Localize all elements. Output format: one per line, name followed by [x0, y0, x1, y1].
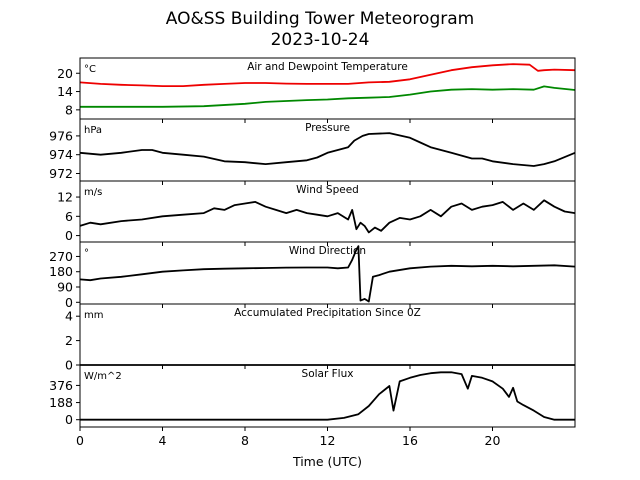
x-tick-label: 4 [159, 433, 167, 448]
panel-1-ytick-label: 14 [57, 84, 73, 99]
panel-2-unit: hPa [84, 125, 102, 136]
panel-2-ytick-label: 974 [49, 147, 73, 162]
panel-6-ytick-label: 0 [65, 412, 73, 427]
panel-4-ytick-label: 270 [49, 249, 73, 264]
panel-4-unit: ° [84, 248, 89, 259]
x-tick-label: 0 [76, 433, 84, 448]
panel-1-series-2-line [80, 85, 576, 108]
panel-4-ytick-label: 0 [65, 295, 73, 310]
panel-4-ytick-label: 180 [49, 264, 73, 279]
panel-6-title: Solar Flux [302, 368, 354, 380]
panel-4-title: Wind Direction [289, 245, 366, 257]
panel-3-series-1-line [79, 199, 576, 234]
panel-4-ytick-label: 90 [57, 280, 73, 295]
figure-title-line2: 2023-10-24 [271, 30, 370, 50]
panel-5-ytick-label: 4 [65, 309, 73, 324]
x-tick-label: 16 [402, 433, 418, 448]
panel-3-ytick-label: 12 [57, 190, 73, 205]
panel-6-ytick-label: 188 [49, 395, 73, 410]
panel-1-ytick-label: 20 [57, 66, 73, 81]
panel-2-ytick-label: 972 [49, 166, 73, 181]
x-tick-label: 8 [241, 433, 249, 448]
panel-6-unit: W/m^2 [84, 371, 122, 382]
panel-6: 0 188 376 W/m^2 Solar Flux [49, 364, 576, 431]
panel-3-unit: m/s [84, 187, 102, 198]
panel-3-ytick-label: 6 [65, 209, 73, 224]
panel-3-ytick-label: 0 [65, 228, 73, 243]
panel-6-ytick-label: 376 [49, 378, 73, 393]
panel-2: 972 974 976 hPa Pressure [49, 118, 576, 185]
panel-1-unit: °C [84, 64, 96, 75]
panel-1: 8 14 20 °C Air and Dewpoint Temperature [57, 57, 576, 123]
panel-5-title: Accumulated Precipitation Since 0Z [234, 307, 421, 319]
panel-2-ytick-label: 976 [49, 128, 73, 143]
panel-1-title: Air and Dewpoint Temperature [247, 61, 408, 73]
panel-3-title: Wind Speed [296, 184, 359, 196]
panel-2-series-1-line [79, 132, 576, 167]
panel-5-ytick-label: 0 [65, 358, 73, 373]
panel-5-unit: mm [84, 310, 103, 321]
panel-1-ytick-label: 8 [65, 102, 73, 117]
panel-4-series-1-line [79, 245, 576, 303]
panel-6-series-1-line [80, 371, 575, 421]
x-axis: 0 4 8 12 16 20 [76, 433, 500, 448]
panel-5-ytick-label: 2 [65, 333, 73, 348]
x-tick-label: 20 [485, 433, 501, 448]
panel-5: 0 2 4 mm Accumulated Precipitation Since 0Z [65, 303, 576, 373]
panel-1-series-1-line [79, 63, 576, 87]
figure-title-line1: AO&SS Building Tower Meteorogram [166, 9, 474, 29]
x-axis-label: Time (UTC) [292, 454, 362, 469]
panel-2-title: Pressure [305, 122, 350, 134]
panel-3: 0 6 12 m/s Wind Speed [57, 180, 576, 246]
x-tick-label: 12 [320, 433, 336, 448]
